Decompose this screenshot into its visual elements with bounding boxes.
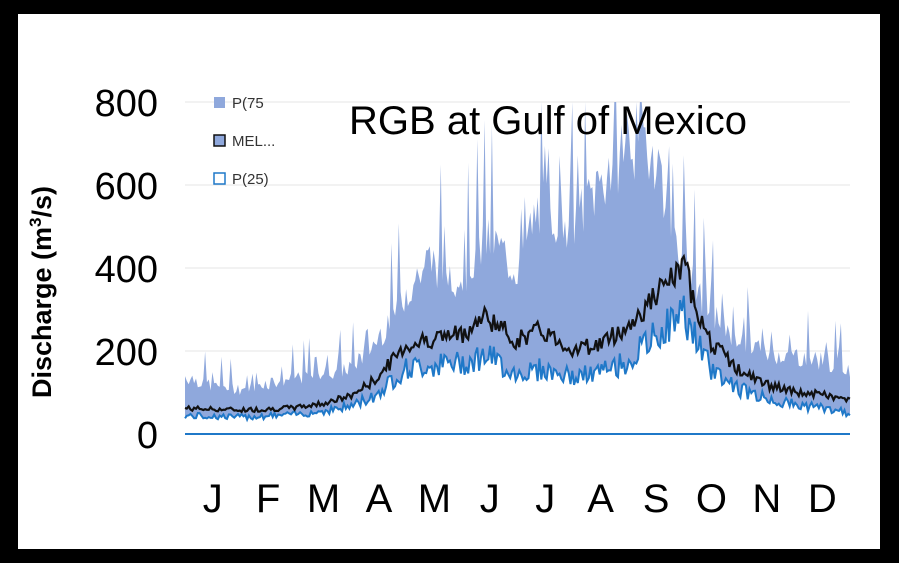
series-layer	[184, 102, 851, 435]
y-axis-ticks: 0 200 400 600 800	[95, 83, 158, 457]
y-tick-label: 800	[95, 83, 158, 125]
x-tick-label: J	[203, 477, 223, 521]
x-tick-label: M	[307, 477, 340, 521]
chart-title: RGB at Gulf of Mexico	[349, 99, 747, 143]
x-tick-label: M	[418, 477, 451, 521]
y-axis-label-wrap: Discharge (m3/s)	[16, 122, 57, 462]
legend-label: P(75	[232, 95, 264, 112]
y-axis-label: Discharge (m3/s)	[26, 185, 57, 399]
x-tick-label: S	[643, 477, 670, 521]
series-median-line	[184, 253, 851, 414]
legend-swatch	[213, 134, 226, 147]
x-tick-label: D	[808, 477, 837, 521]
legend-swatch	[213, 172, 226, 185]
y-tick-label: 600	[95, 166, 158, 208]
series-p25-fill	[185, 295, 850, 434]
x-tick-label: A	[366, 477, 393, 521]
series-p75-area	[185, 102, 850, 420]
y-tick-label: 400	[95, 249, 158, 291]
x-tick-label: A	[587, 477, 614, 521]
x-tick-label: J	[535, 477, 555, 521]
y-tick-label: 0	[137, 415, 158, 457]
x-tick-label: J	[480, 477, 500, 521]
y-tick-label: 200	[95, 332, 158, 374]
x-tick-label: O	[696, 477, 727, 521]
x-tick-label: F	[256, 477, 280, 521]
legend-swatch	[214, 97, 225, 108]
legend: P(75 MEL... P(25)	[213, 95, 275, 188]
legend-label: P(25)	[232, 171, 269, 188]
series-p25-line	[184, 295, 851, 423]
x-tick-label: N	[752, 477, 781, 521]
legend-label: MEL...	[232, 133, 275, 150]
